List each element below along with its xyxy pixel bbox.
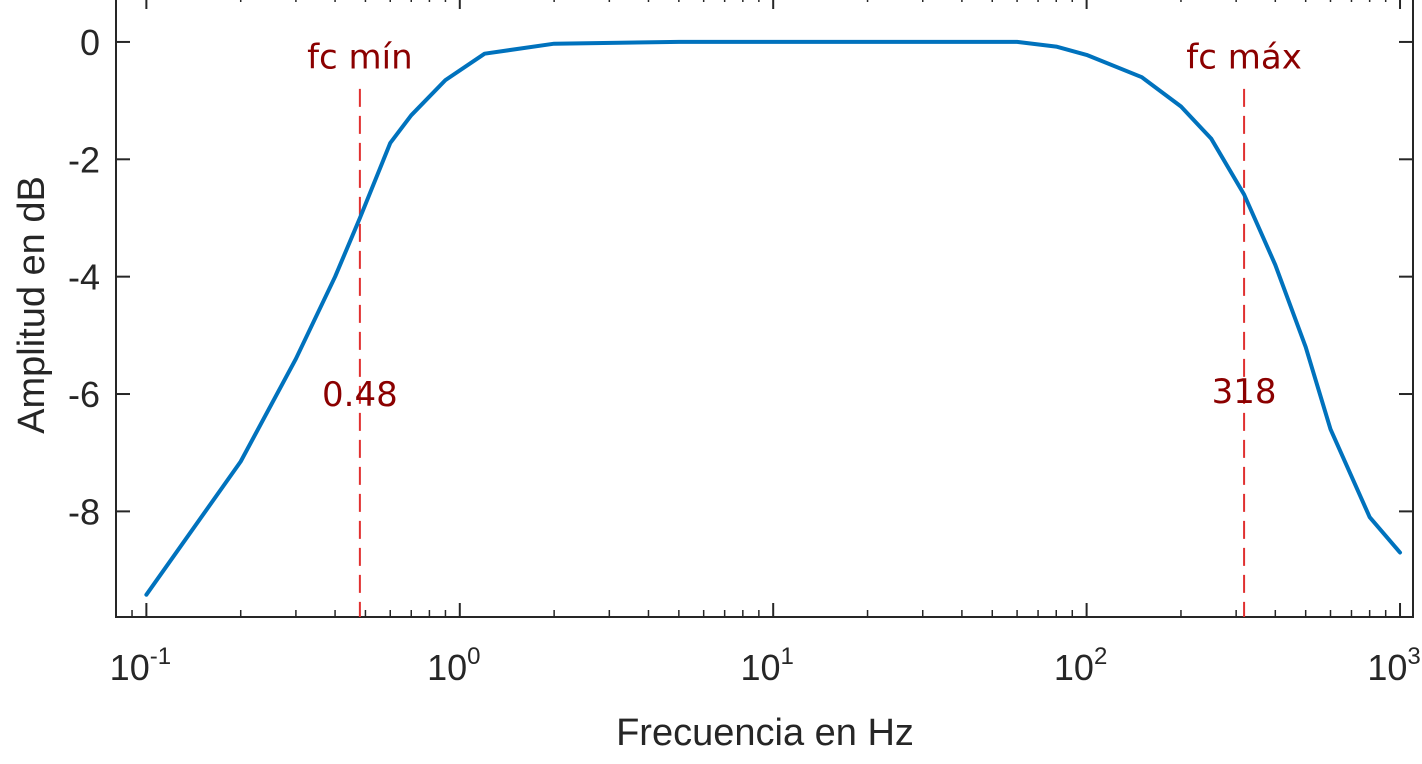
response-line — [144, 39, 1402, 597]
axis-ticks — [116, 0, 1413, 617]
x-tick-label: 102 — [1054, 643, 1107, 688]
y-tick-label: 0 — [80, 22, 100, 63]
series-layer — [144, 39, 1402, 597]
cutoff-markers: fc mín 0.48 fc máx 318 — [307, 37, 1302, 617]
x-tick-label: 101 — [740, 643, 793, 688]
x-axis-label: Frecuencia en Hz — [616, 712, 914, 754]
x-tick-label: 100 — [427, 643, 480, 688]
y-tick-label: -2 — [68, 139, 100, 180]
y-tick-label: -8 — [68, 491, 100, 532]
y-axis-label: Amplitud en dB — [11, 176, 53, 434]
cutoff-name-label: fc máx — [1186, 37, 1302, 77]
axes-frame — [115, 0, 1414, 618]
cutoff-name-label: fc mín — [307, 37, 413, 77]
cutoff-value-label: 318 — [1212, 372, 1277, 412]
x-tick-label: 10-1 — [110, 643, 171, 688]
plot-area — [115, 0, 1414, 618]
x-tick-label: 103 — [1367, 643, 1420, 688]
tick-labels: 10-1 100 101 102 103 0 -2 -4 -6 -8 — [68, 22, 1421, 688]
cutoff-value-label: 0.48 — [322, 375, 398, 415]
y-tick-label: -6 — [68, 374, 100, 415]
y-tick-label: -4 — [68, 257, 100, 298]
